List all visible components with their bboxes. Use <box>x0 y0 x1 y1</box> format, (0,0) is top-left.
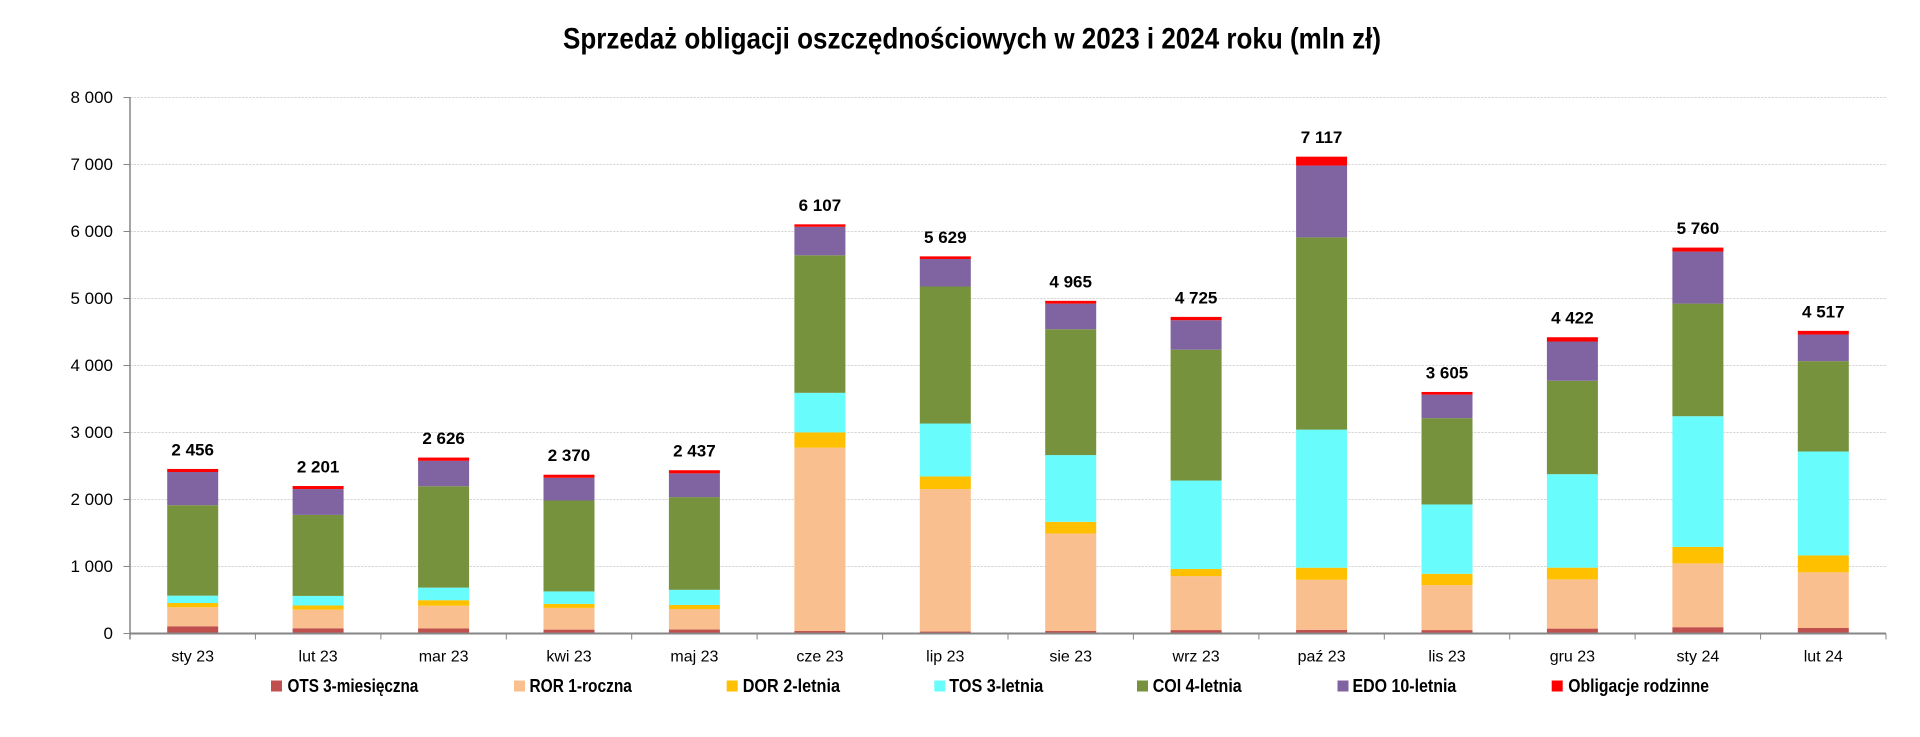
svg-text:2 626: 2 626 <box>422 429 465 448</box>
svg-text:lut 24: lut 24 <box>1804 649 1843 666</box>
svg-text:6 000: 6 000 <box>70 222 113 241</box>
svg-text:4 517: 4 517 <box>1802 302 1845 321</box>
svg-text:paź 23: paź 23 <box>1298 649 1346 666</box>
svg-text:3 605: 3 605 <box>1426 364 1469 383</box>
svg-text:wrz 23: wrz 23 <box>1172 649 1220 666</box>
svg-text:cze 23: cze 23 <box>796 649 843 666</box>
svg-text:sty 24: sty 24 <box>1677 649 1720 666</box>
svg-text:5 760: 5 760 <box>1677 219 1720 238</box>
svg-text:8 000: 8 000 <box>70 88 113 107</box>
svg-text:6 107: 6 107 <box>799 196 842 215</box>
svg-text:ROR 1-roczna: ROR 1-roczna <box>530 676 633 696</box>
svg-text:COI 4-letnia: COI 4-letnia <box>1153 676 1243 696</box>
svg-text:sie 23: sie 23 <box>1049 649 1092 666</box>
svg-text:1 000: 1 000 <box>70 557 113 576</box>
svg-text:2 370: 2 370 <box>548 446 591 465</box>
svg-text:2 437: 2 437 <box>673 442 716 461</box>
svg-text:Sprzedaż obligacji oszczędnośc: Sprzedaż obligacji oszczędnościowych w 2… <box>563 23 1381 56</box>
svg-text:EDO 10-letnia: EDO 10-letnia <box>1353 676 1458 696</box>
svg-text:3 000: 3 000 <box>70 423 113 442</box>
svg-text:5 000: 5 000 <box>70 289 113 308</box>
svg-text:gru 23: gru 23 <box>1550 649 1595 666</box>
svg-text:lut 23: lut 23 <box>299 649 338 666</box>
svg-text:DOR 2-letnia: DOR 2-letnia <box>743 676 841 696</box>
svg-text:TOS 3-letnia: TOS 3-letnia <box>949 676 1044 696</box>
svg-text:sty 23: sty 23 <box>171 649 214 666</box>
svg-text:maj 23: maj 23 <box>670 649 718 666</box>
svg-text:mar 23: mar 23 <box>419 649 469 666</box>
svg-text:7 000: 7 000 <box>70 155 113 174</box>
svg-text:lis 23: lis 23 <box>1428 649 1465 666</box>
svg-text:2 201: 2 201 <box>297 458 340 477</box>
svg-text:kwi 23: kwi 23 <box>546 649 591 666</box>
svg-text:0: 0 <box>104 624 113 643</box>
svg-text:OTS 3-miesięczna: OTS 3-miesięczna <box>288 676 420 696</box>
svg-text:4 000: 4 000 <box>70 356 113 375</box>
svg-text:Obligacje rodzinne: Obligacje rodzinne <box>1568 676 1709 696</box>
svg-text:2 000: 2 000 <box>70 490 113 509</box>
svg-text:4 725: 4 725 <box>1175 288 1218 307</box>
svg-text:4 965: 4 965 <box>1049 272 1092 291</box>
svg-text:7 117: 7 117 <box>1301 128 1343 147</box>
svg-text:lip 23: lip 23 <box>926 649 964 666</box>
svg-text:2 456: 2 456 <box>171 440 214 459</box>
svg-text:4 422: 4 422 <box>1551 309 1594 328</box>
svg-text:5 629: 5 629 <box>924 228 967 247</box>
